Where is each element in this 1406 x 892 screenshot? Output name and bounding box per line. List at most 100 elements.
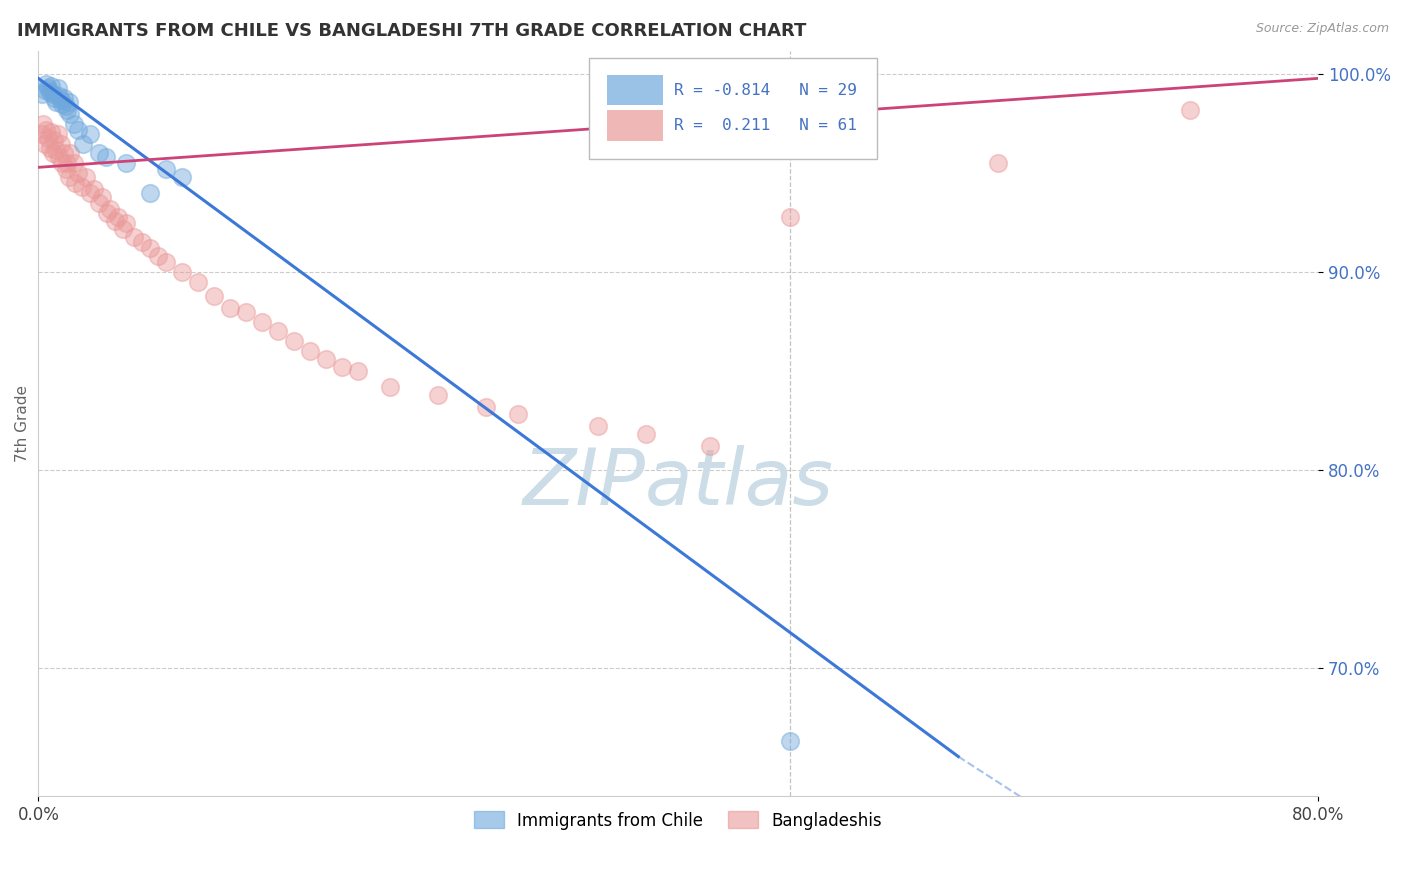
- Point: [48, 89, 70, 103]
- Point: [219, 301, 242, 315]
- Point: [987, 156, 1010, 170]
- Point: [70, 180, 93, 194]
- Point: [59, 146, 82, 161]
- Point: [38, 140, 60, 154]
- Legend: Immigrants from Chile, Bangladeshis: Immigrants from Chile, Bangladeshis: [467, 805, 889, 836]
- Point: [55, 99, 77, 113]
- Point: [48, 151, 70, 165]
- Point: [235, 304, 257, 318]
- Text: R = -0.814   N = 29: R = -0.814 N = 29: [675, 83, 858, 98]
- Text: IMMIGRANTS FROM CHILE VS BANGLADESHI 7TH GRADE CORRELATION CHART: IMMIGRANTS FROM CHILE VS BANGLADESHI 7TH…: [17, 22, 806, 40]
- Point: [315, 352, 337, 367]
- Point: [58, 170, 80, 185]
- Point: [475, 400, 498, 414]
- Point: [380, 380, 402, 394]
- Point: [32, 117, 55, 131]
- Point: [79, 127, 101, 141]
- Point: [636, 427, 658, 442]
- Point: [252, 314, 274, 328]
- Point: [699, 439, 721, 453]
- Point: [49, 136, 72, 151]
- Point: [31, 127, 53, 141]
- Point: [139, 186, 162, 200]
- Point: [56, 103, 79, 117]
- Point: [330, 359, 353, 374]
- Point: [131, 235, 153, 250]
- Point: [67, 166, 90, 180]
- Point: [202, 289, 225, 303]
- Point: [187, 275, 209, 289]
- Point: [42, 146, 65, 161]
- Point: [155, 162, 177, 177]
- Text: Source: ZipAtlas.com: Source: ZipAtlas.com: [1256, 22, 1389, 36]
- Point: [89, 195, 111, 210]
- Point: [46, 81, 69, 95]
- Point: [58, 95, 80, 109]
- Point: [44, 133, 66, 147]
- Text: R =  0.211   N = 61: R = 0.211 N = 61: [675, 118, 858, 133]
- Point: [91, 190, 114, 204]
- Point: [267, 325, 290, 339]
- Point: [52, 91, 75, 105]
- Point: [508, 408, 530, 422]
- Point: [779, 210, 801, 224]
- FancyBboxPatch shape: [606, 75, 664, 105]
- Point: [51, 156, 73, 170]
- Point: [49, 93, 72, 107]
- Point: [35, 77, 58, 91]
- Point: [155, 255, 177, 269]
- Point: [35, 122, 58, 136]
- Point: [39, 79, 62, 94]
- Point: [51, 97, 73, 112]
- FancyBboxPatch shape: [606, 110, 664, 141]
- Point: [104, 213, 127, 227]
- Point: [588, 419, 610, 434]
- Point: [39, 125, 62, 139]
- Point: [96, 206, 118, 220]
- Point: [83, 182, 105, 196]
- Point: [56, 156, 79, 170]
- Point: [89, 146, 111, 161]
- Point: [94, 151, 117, 165]
- Point: [63, 176, 86, 190]
- Point: [55, 162, 77, 177]
- Point: [148, 249, 170, 263]
- Y-axis label: 7th Grade: 7th Grade: [15, 384, 30, 462]
- Point: [46, 127, 69, 141]
- Point: [115, 156, 138, 170]
- Point: [34, 136, 56, 151]
- Point: [42, 87, 65, 102]
- FancyBboxPatch shape: [589, 58, 877, 159]
- Point: [172, 265, 194, 279]
- Point: [172, 170, 194, 185]
- Point: [67, 122, 90, 136]
- Point: [62, 156, 84, 170]
- Point: [45, 95, 67, 109]
- Point: [37, 130, 59, 145]
- Point: [62, 117, 84, 131]
- Point: [283, 334, 305, 349]
- Point: [79, 186, 101, 200]
- Point: [34, 83, 56, 97]
- Point: [44, 91, 66, 105]
- Point: [115, 216, 138, 230]
- Point: [347, 364, 370, 378]
- Point: [427, 388, 450, 402]
- Point: [1180, 103, 1202, 117]
- Point: [112, 221, 135, 235]
- Point: [38, 85, 60, 99]
- Point: [98, 202, 121, 216]
- Point: [59, 107, 82, 121]
- Point: [299, 344, 322, 359]
- Point: [45, 143, 67, 157]
- Point: [37, 81, 59, 95]
- Point: [124, 229, 146, 244]
- Point: [139, 241, 162, 255]
- Point: [779, 733, 801, 747]
- Text: ZIPatlas: ZIPatlas: [523, 445, 834, 521]
- Point: [107, 210, 129, 224]
- Point: [75, 170, 97, 185]
- Point: [72, 136, 94, 151]
- Point: [52, 146, 75, 161]
- Point: [31, 87, 53, 102]
